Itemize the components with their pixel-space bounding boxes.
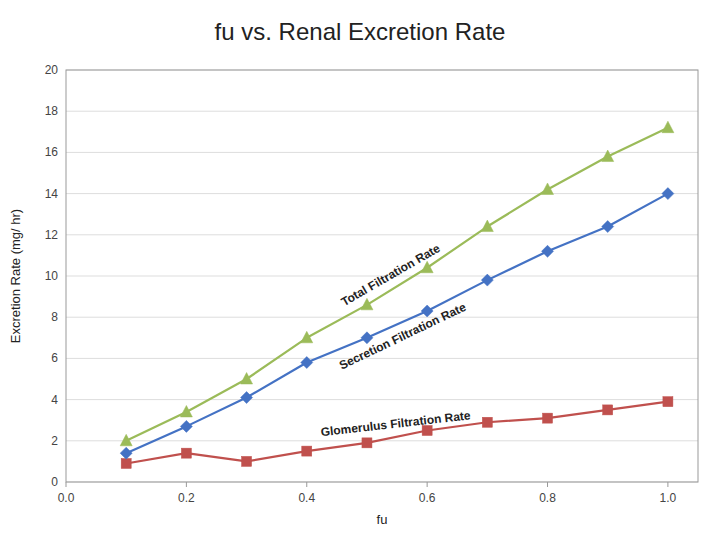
grid-line [66, 317, 698, 318]
axes: 0 2 4 6 8 10 12 14 16 18 20 0.0 0.2 0.4 0.6 0.8 1.0 [45, 63, 698, 505]
x-tick-label: 0.4 [298, 491, 315, 505]
grid-line [66, 193, 698, 194]
series [121, 397, 673, 469]
point [602, 150, 614, 162]
y-tick-label: 4 [51, 393, 58, 407]
grid-line [66, 358, 698, 359]
y-tick-label: 6 [51, 351, 58, 365]
point [301, 331, 313, 343]
line-label: Total Filtration Rate [339, 241, 443, 309]
point [121, 458, 131, 468]
line [126, 128, 668, 441]
x-tick [66, 482, 67, 487]
line-labels: Glomerulus Filtration Rate Secretion Filt… [320, 241, 472, 439]
point [301, 357, 313, 369]
x-tick [547, 482, 548, 487]
point [120, 434, 132, 446]
point [242, 456, 252, 466]
series [120, 188, 674, 460]
line-label: Secretion Filtration Rate [337, 300, 468, 373]
point [603, 405, 613, 415]
title: fu vs. Renal Excretion Rate [215, 18, 506, 45]
x-tick-label: 1.0 [660, 491, 677, 505]
x-tick-label: 0.8 [539, 491, 556, 505]
point [181, 448, 191, 458]
point [120, 447, 132, 459]
x-tick [186, 482, 187, 487]
y-tick-label: 18 [45, 104, 59, 118]
point [481, 274, 493, 286]
y-tick-label: 20 [45, 63, 59, 77]
point [542, 183, 554, 195]
point [302, 446, 312, 456]
plot-frame [66, 70, 698, 482]
point [482, 417, 492, 427]
x-tick-label: 0.0 [58, 491, 75, 505]
point [241, 392, 253, 404]
grid-line [66, 234, 698, 235]
grid-line [66, 399, 698, 400]
chart: fu vs. Renal Excretion Rate 0 2 4 6 8 10 12 14 16… [0, 0, 720, 540]
point [361, 298, 373, 310]
x-tick-label: 0.2 [178, 491, 195, 505]
y-tick-label: 0 [51, 475, 58, 489]
y-tick-label: 2 [51, 434, 58, 448]
line-label: Glomerulus Filtration Rate [320, 408, 472, 439]
grid-line [66, 111, 698, 112]
point [662, 121, 674, 132]
background [0, 0, 720, 540]
point [543, 413, 553, 423]
point [542, 245, 554, 257]
grid [66, 70, 698, 482]
plot-area [120, 121, 674, 468]
line [126, 194, 668, 454]
y-axis-label: Excretion Rate (mg/ hr) [8, 209, 23, 343]
y-tick-label: 10 [45, 269, 59, 283]
point [662, 188, 674, 200]
point [663, 397, 673, 407]
y-tick-label: 16 [45, 145, 59, 159]
y-tick-label: 12 [45, 228, 59, 242]
grid-line [66, 152, 698, 153]
point [241, 373, 253, 385]
x-tick [306, 482, 307, 487]
point [362, 438, 372, 448]
point [602, 221, 614, 233]
x-tick-label: 0.6 [419, 491, 436, 505]
series [120, 121, 674, 446]
x-tick [667, 482, 668, 487]
y-tick-label: 8 [51, 310, 58, 324]
point [481, 220, 493, 232]
x-tick [427, 482, 428, 487]
point [180, 405, 192, 417]
line [126, 402, 668, 464]
point [180, 420, 192, 432]
y-tick-label: 14 [45, 187, 59, 201]
point [361, 332, 373, 344]
x-axis-label: fu [377, 512, 388, 527]
